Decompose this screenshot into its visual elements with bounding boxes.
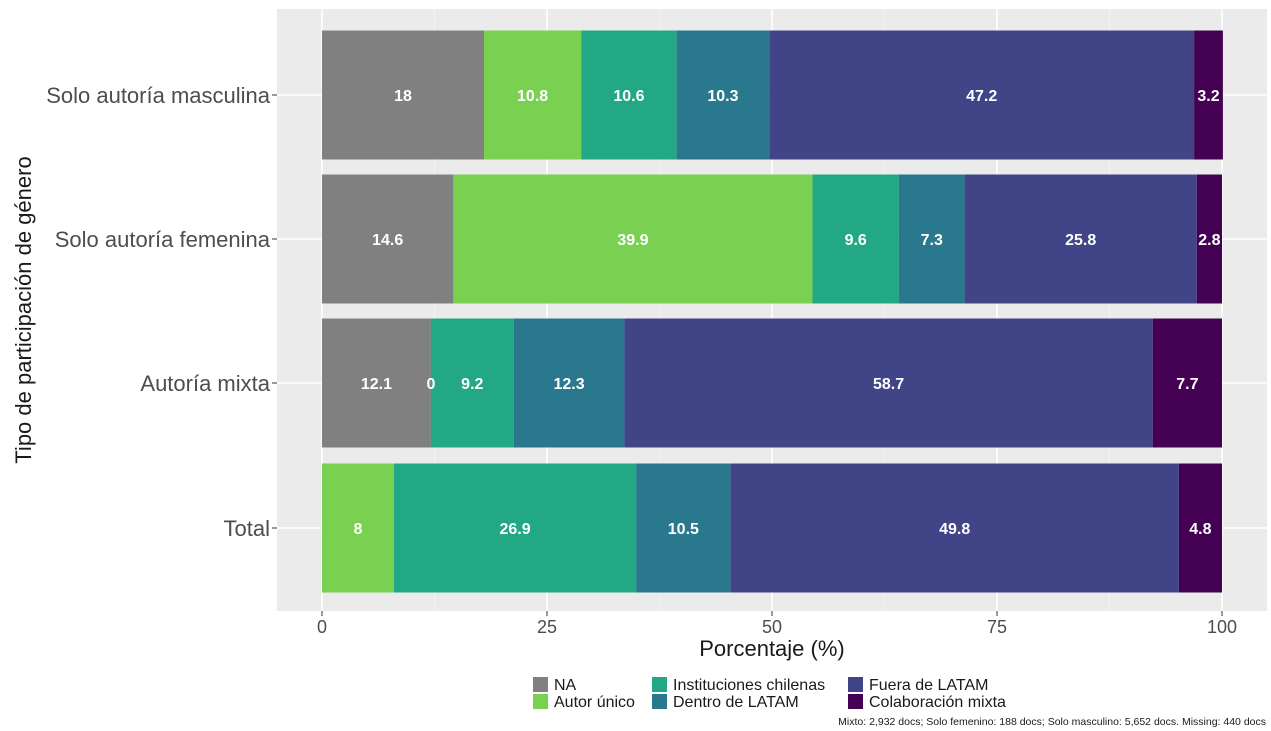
bar-segment	[322, 318, 431, 448]
bar-segment	[322, 463, 394, 593]
legend-item: Instituciones chilenas	[652, 677, 825, 694]
bars	[322, 30, 1223, 593]
y-axis: Solo autoría masculina Solo autoría femen…	[46, 83, 277, 541]
x-tick-label: 100	[1207, 617, 1237, 637]
data-labels: 18 10.8 10.6 10.3 47.2 3.2 14.6 39.9 9.6 7.3 25.8 2…	[354, 88, 1221, 538]
caption: Mixto: 2,932 docs; Solo femenino: 188 do…	[838, 716, 1266, 728]
x-tick-label: 50	[762, 617, 782, 637]
data-label: 0	[426, 376, 435, 393]
legend-item: NA	[533, 677, 577, 694]
legend-label: NA	[554, 677, 577, 694]
bar-segment	[812, 174, 899, 304]
data-label: 7.3	[921, 232, 943, 249]
data-label: 10.3	[707, 88, 738, 105]
legend-item: Dentro de LATAM	[652, 694, 799, 711]
data-label: 14.6	[372, 232, 403, 249]
y-tick-label: Autoría mixta	[140, 371, 270, 396]
data-label: 3.2	[1197, 88, 1219, 105]
legend-item: Colaboración mixta	[848, 694, 1006, 711]
data-label: 10.6	[613, 88, 644, 105]
legend-swatch	[848, 677, 863, 692]
x-tick-label: 25	[537, 617, 557, 637]
bar-segment	[513, 318, 625, 448]
bar-segment	[1178, 463, 1222, 593]
legend-swatch	[533, 694, 548, 709]
bar-segment	[964, 174, 1197, 304]
x-tick-label: 0	[317, 617, 327, 637]
legend-label: Dentro de LATAM	[673, 694, 799, 711]
bar-segment	[636, 463, 731, 593]
data-label: 26.9	[499, 521, 530, 538]
data-label: 49.8	[939, 521, 970, 538]
bar-segment	[394, 463, 637, 593]
legend-label: Autor único	[554, 694, 635, 711]
bar-segment	[676, 30, 770, 160]
legend-swatch	[533, 677, 548, 692]
data-label: 10.8	[517, 88, 548, 105]
bar-segment	[1152, 318, 1222, 448]
legend-label: Colaboración mixta	[869, 694, 1006, 711]
data-label: 25.8	[1065, 232, 1096, 249]
data-label: 12.3	[553, 376, 584, 393]
y-tick-label: Total	[224, 516, 270, 541]
data-label: 12.1	[361, 376, 392, 393]
y-axis-title: Tipo de participación de género	[11, 156, 36, 463]
data-label: 18	[394, 88, 412, 105]
x-tick-label: 75	[987, 617, 1007, 637]
legend-swatch	[652, 677, 667, 692]
data-label: 7.7	[1176, 376, 1198, 393]
data-label: 9.6	[845, 232, 867, 249]
data-label: 39.9	[617, 232, 648, 249]
legend-item: Fuera de LATAM	[848, 677, 988, 694]
y-tick-label: Solo autoría masculina	[46, 83, 271, 108]
bar-segment	[453, 174, 813, 304]
bar-segment	[1194, 30, 1223, 160]
data-label: 9.2	[461, 376, 483, 393]
bar-segment	[581, 30, 677, 160]
legend-item: Autor único	[533, 694, 635, 711]
legend-swatch	[848, 694, 863, 709]
bar-segment	[1196, 174, 1222, 304]
bar-segment	[322, 174, 454, 304]
legend-label: Fuera de LATAM	[869, 677, 988, 694]
data-label: 4.8	[1189, 521, 1211, 538]
data-label: 58.7	[873, 376, 904, 393]
bar-segment	[322, 30, 484, 160]
data-label: 8	[354, 521, 363, 538]
x-axis: 0 25 50 75 100	[317, 611, 1237, 637]
x-axis-title: Porcentaje (%)	[699, 636, 845, 661]
bar-segment	[730, 463, 1179, 593]
legend-label: Instituciones chilenas	[673, 677, 825, 694]
legend-swatch	[652, 694, 667, 709]
bar-segment	[430, 318, 514, 448]
y-tick-label: Solo autoría femenina	[55, 227, 271, 252]
bar-segment	[898, 174, 965, 304]
data-label: 47.2	[966, 88, 997, 105]
bar-segment	[624, 318, 1153, 448]
bar-segment	[484, 30, 582, 160]
data-label: 2.8	[1198, 232, 1220, 249]
data-label: 10.5	[668, 521, 699, 538]
bar-segment	[769, 30, 1195, 160]
